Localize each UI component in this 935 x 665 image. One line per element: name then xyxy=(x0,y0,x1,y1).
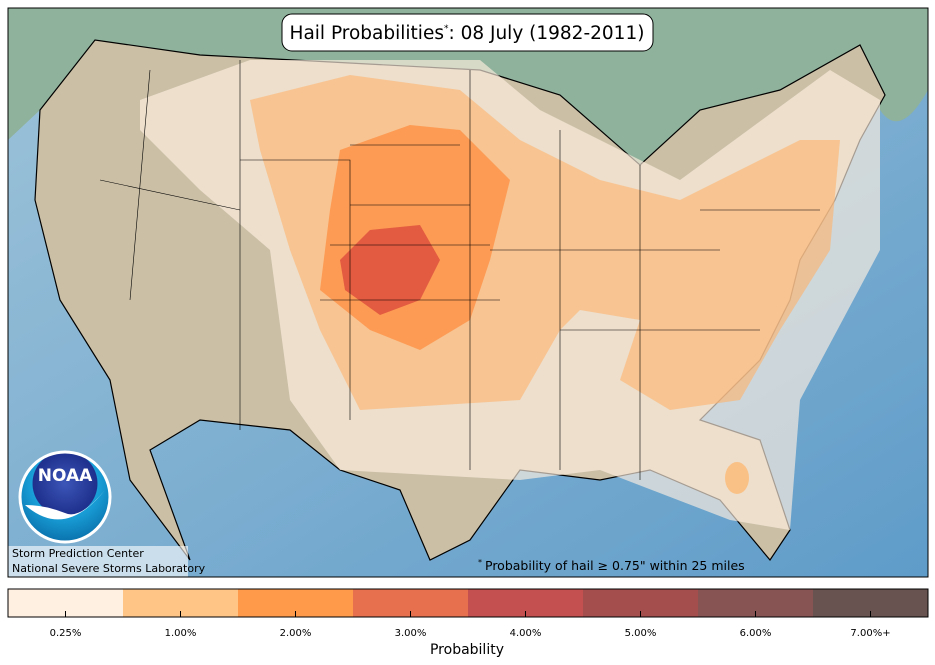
legend-label: 3.00% xyxy=(395,628,427,639)
legend-frame xyxy=(7,588,929,618)
noaa-logo-text: NOAA xyxy=(38,466,93,486)
title-mark: * xyxy=(444,24,449,34)
legend-label: 5.00% xyxy=(625,628,657,639)
title-rest: : 08 July (1982-2011) xyxy=(448,23,644,44)
legend: 0.25% 1.00% 2.00% 3.00% 4.00% 5.00% 6.00% 7.00%… xyxy=(7,588,929,639)
legend-label: 1.00% xyxy=(165,628,197,639)
legend-label: 7.00%+ xyxy=(850,628,890,639)
footnote: * Probability of hail ≥ 0.75" within 25 m… xyxy=(478,558,745,573)
map xyxy=(8,8,928,577)
title-box xyxy=(281,13,654,52)
legend-title: Probability xyxy=(430,642,504,658)
contour-300 xyxy=(340,225,440,315)
footnote-text: Probability of hail ≥ 0.75" within 25 mi… xyxy=(485,558,745,573)
credit-line: National Severe Storms Laboratory xyxy=(12,562,206,575)
legend-label: 6.00% xyxy=(740,628,772,639)
legend-label: 4.00% xyxy=(510,628,542,639)
legend-label: 0.25% xyxy=(50,628,82,639)
credits-box xyxy=(8,546,188,577)
canada xyxy=(8,8,928,165)
credit-line: Storm Prediction Center xyxy=(12,547,144,560)
footnote-mark: * xyxy=(478,558,482,567)
state-lines xyxy=(99,60,820,480)
noaa-logo-gull xyxy=(25,490,105,520)
map-frame xyxy=(7,7,929,578)
title-main: Hail Probabilities xyxy=(290,23,444,44)
contour-100-florida xyxy=(725,462,749,494)
legend-label: 2.00% xyxy=(280,628,312,639)
title: Hail Probabilities*: 08 July (1982-2011) xyxy=(290,23,645,44)
noaa-logo xyxy=(18,450,112,544)
